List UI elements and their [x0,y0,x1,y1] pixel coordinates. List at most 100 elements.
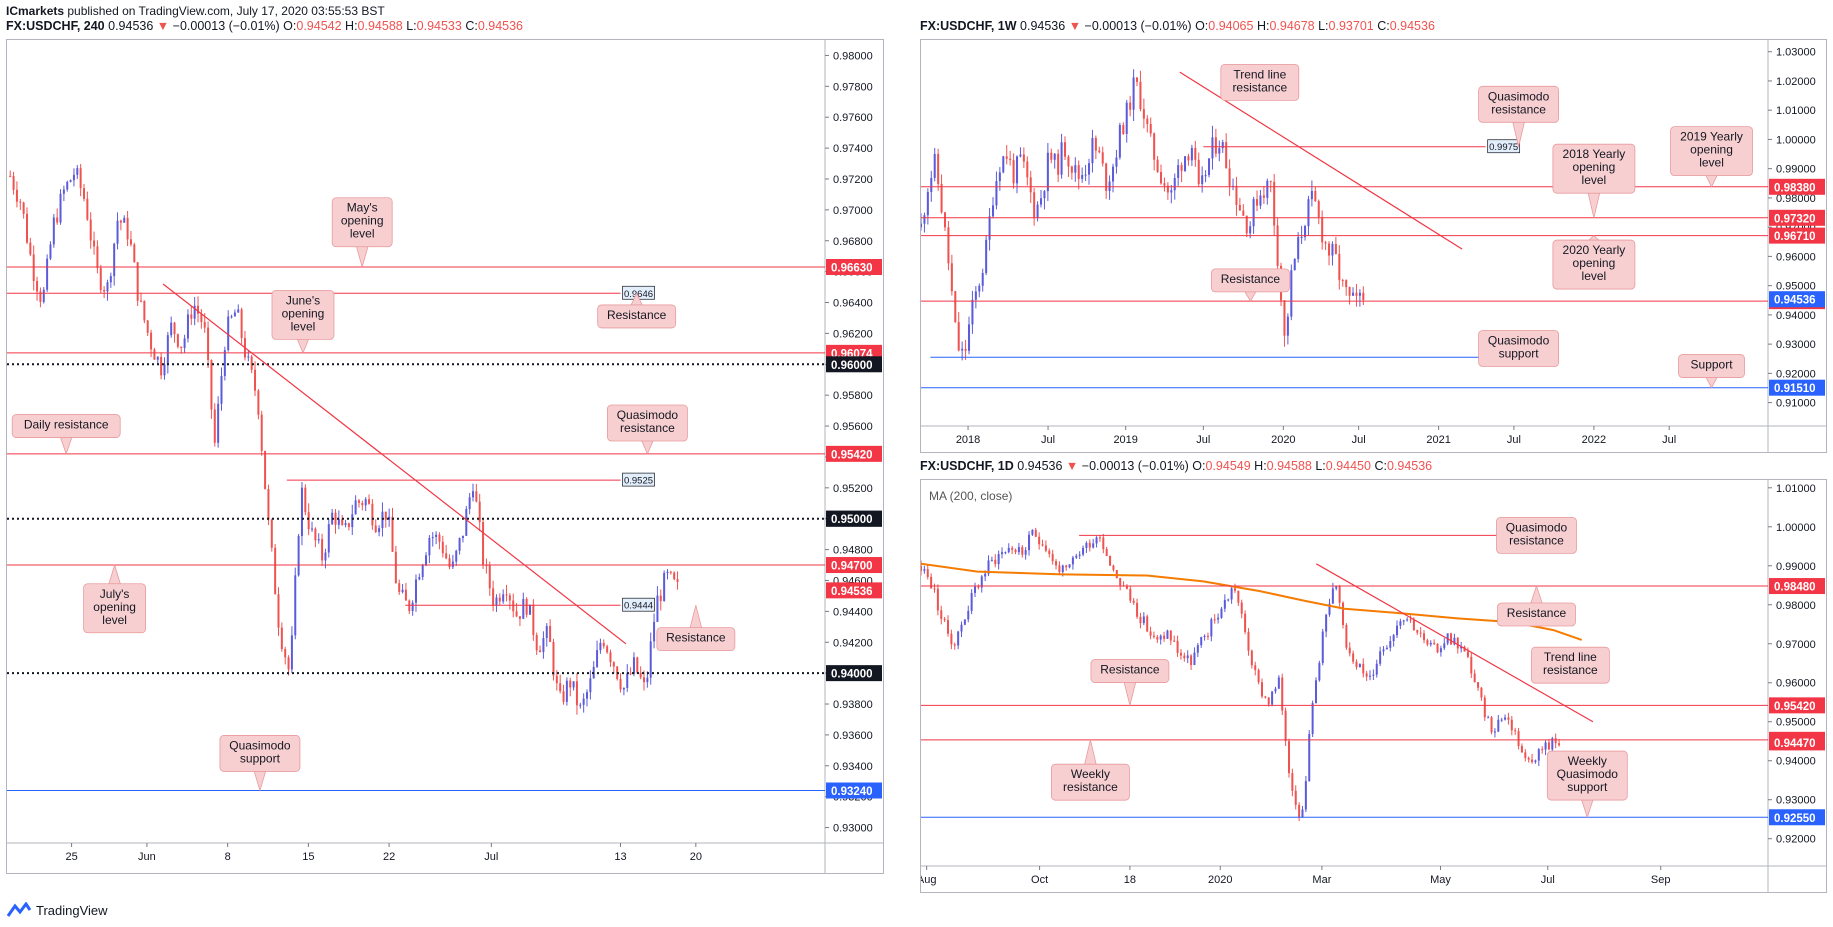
candle-body [1524,752,1527,758]
candle-body [1352,292,1355,296]
candle-body [1028,534,1031,551]
candle-body [290,635,293,670]
y-tick-label: 0.92000 [1776,368,1816,380]
y-tick-label: 1.01000 [1776,483,1816,495]
callout-pointer [253,770,267,792]
tradingview-footer[interactable]: TradingView [6,902,108,918]
callout-text: Trend line [1544,650,1597,664]
y-tick-label: 0.93800 [833,699,873,711]
candle-body [408,600,411,611]
chart-panel-d1[interactable]: FX:USDCHF, 1D 0.94536 ▼ −0.00013 (−0.01%… [917,459,1827,893]
chart-canvas-w1[interactable]: 0.91000 0.92000 0.93000 0.94000 0.95000 0.960… [919,40,1826,452]
callout-pointer [1580,798,1594,819]
candle-body [1259,195,1262,206]
callout-box [1552,143,1636,194]
candle-body [589,678,592,693]
candle-body [1203,635,1206,637]
candle-body [1240,602,1243,614]
candle-body [495,597,498,606]
x-tick-label: Mar [1312,874,1331,886]
publish-header: ICmarkets published on TradingView.com, … [6,4,385,18]
candle-body [136,262,139,301]
candle-body [1092,543,1095,548]
candle-body [1426,640,1429,645]
candle-body [163,364,166,376]
x-tick-label: 2020 [1208,874,1232,886]
candle-body [1208,158,1211,176]
candle-body [1211,137,1214,159]
chart-canvas-h4[interactable]: 0.930000.932000.934000.936000.938000.940… [7,40,883,873]
candle-body [1399,621,1402,626]
candle-body [1345,280,1348,288]
chart-panel-h4[interactable]: FX:USDCHF, 240 0.94536 ▼ −0.00013 (−0.01… [6,19,884,874]
callout-box [1496,516,1577,554]
candle-body [368,499,371,504]
candle-body [260,414,263,451]
candle-body [1389,641,1392,648]
candle-body [1179,652,1182,656]
callout-pointer [1529,584,1544,605]
chart-panel-w1[interactable]: FX:USDCHF, 1W 0.94536 ▼ −0.00013 (−0.01%… [919,19,1827,453]
price-axis-badge-label: 0.94470 [1774,738,1816,750]
candle-body [656,595,659,622]
chart-canvas-d1[interactable]: 0.92000 0.93000 0.94000 0.95000 0.96000 0.970… [917,480,1826,892]
symbol-label[interactable]: FX:USDCHF, 240 [6,19,105,33]
candle-body [1245,215,1248,234]
candle-body [532,604,535,635]
callout-text: Resistance [1507,606,1567,620]
level-box [622,472,655,487]
candle-body [653,621,656,642]
candle-body [465,508,468,536]
symbol-label[interactable]: FX:USDCHF, 1W [920,19,1017,33]
candle-body [1077,165,1080,179]
x-tick-label: Jul [1041,434,1055,446]
candle-body [150,332,153,350]
candle-body [1402,620,1405,622]
candle-body [963,619,966,625]
candle-body [957,322,960,351]
candle-body [1406,619,1409,621]
candle-body [930,576,933,589]
candle-body [1439,648,1442,653]
x-tick-label: Aug [921,874,936,886]
candle-body [36,281,39,292]
symbol-label[interactable]: FX:USDCHF, 1D [920,459,1014,473]
candle-body [1500,719,1503,721]
price-axis-badge [826,782,882,799]
candle-body [445,553,448,559]
candle-body [223,350,226,377]
callout-text: level [291,319,316,333]
tradingview-logo-icon [6,902,32,917]
candle-body [582,698,585,705]
y-tick-label: 0.97800 [833,81,873,93]
candle-body [1163,183,1166,186]
candle-body [311,528,314,530]
candle-body [1109,555,1112,566]
down-arrow-icon: ▼ [1065,459,1079,473]
candle-body [606,646,609,653]
price-axis-badge [826,557,882,574]
candle-body [233,312,236,317]
x-tick-label: Jun [138,851,156,863]
candle-body [1396,625,1399,636]
publisher-name[interactable]: ICmarkets [6,4,65,18]
candle-body [277,594,280,628]
candle-body [254,369,257,391]
candle-body [1416,630,1419,633]
candle-body [1254,665,1257,671]
candle-body [106,282,109,292]
candle-body [1307,199,1310,227]
candle-body [579,704,582,706]
candle-body [643,677,646,683]
candle-body [646,677,649,683]
candle-body [1005,156,1008,159]
callout-box [1220,64,1300,101]
candle-body [933,588,936,590]
candle-body [294,575,297,636]
callout-box [1530,646,1610,684]
candle-body [1477,682,1480,688]
candle-body [923,569,926,571]
candle-body [1196,645,1199,653]
candle-body [384,511,387,520]
